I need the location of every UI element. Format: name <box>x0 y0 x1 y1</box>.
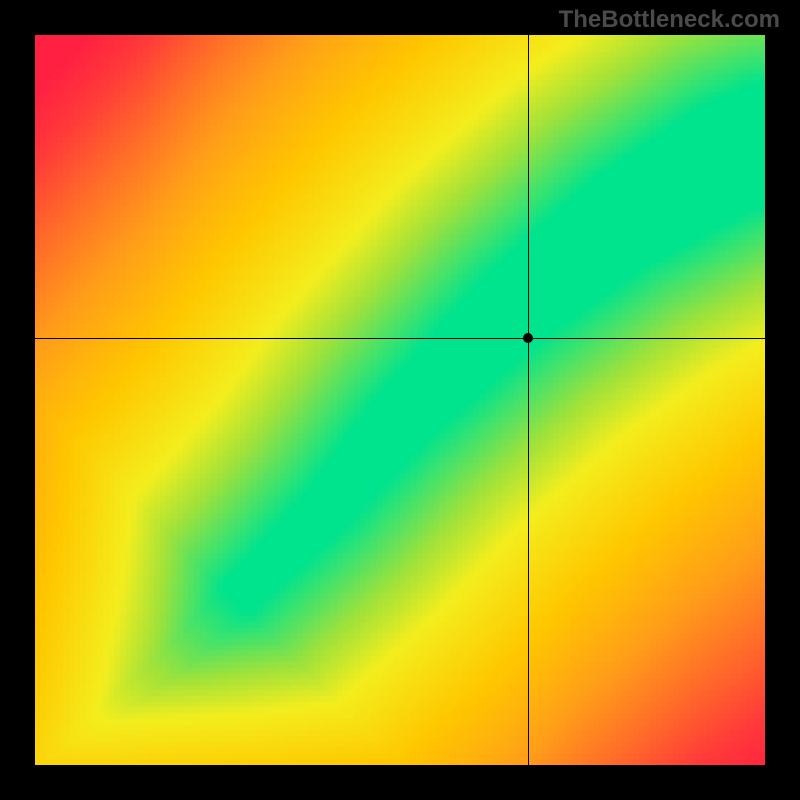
crosshair-vertical <box>528 35 529 765</box>
intersection-marker <box>523 333 533 343</box>
heatmap-plot <box>35 35 765 765</box>
chart-container: TheBottleneck.com <box>0 0 800 800</box>
crosshair-horizontal <box>35 338 765 339</box>
heatmap-canvas <box>35 35 765 765</box>
watermark-text: TheBottleneck.com <box>559 6 780 34</box>
